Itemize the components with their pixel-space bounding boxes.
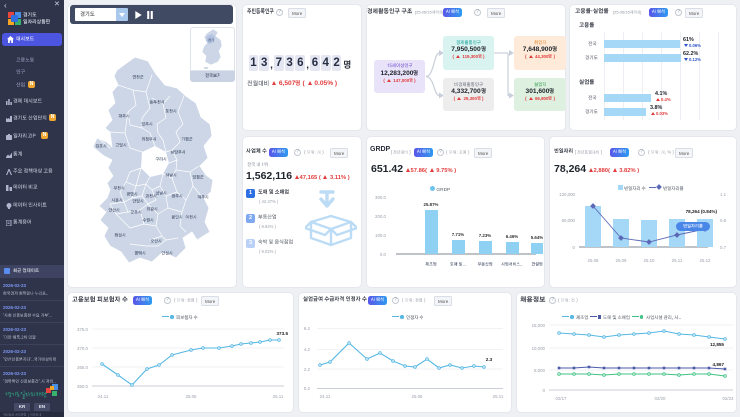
svg-text:0.2: 0.2 (304, 386, 311, 391)
svg-text:5,000: 5,000 (534, 368, 546, 373)
svg-text:100.0: 100.0 (375, 233, 387, 238)
svg-text:25.05: 25.05 (412, 394, 424, 399)
svg-text:360.0: 360.0 (77, 384, 89, 389)
svg-text:373.5: 373.5 (277, 331, 289, 336)
svg-text:375.0: 375.0 (77, 327, 89, 332)
svg-text:120,000: 120,000 (559, 192, 575, 197)
svg-text:10,000: 10,000 (532, 346, 546, 351)
svg-text:24.11: 24.11 (98, 394, 109, 399)
svg-text:200.0: 200.0 (375, 214, 387, 219)
svg-text:12,855: 12,855 (710, 342, 724, 347)
svg-text:60,000: 60,000 (562, 218, 576, 223)
svg-text:300.0: 300.0 (375, 195, 387, 200)
svg-text:2.2: 2.2 (304, 367, 311, 372)
svg-text:4,867: 4,867 (713, 362, 725, 367)
svg-text:78,264 (0.84%): 78,264 (0.84%) (686, 209, 718, 214)
svg-text:0.0: 0.0 (380, 252, 387, 257)
svg-text:25.10: 25.10 (644, 258, 656, 263)
svg-text:25.05: 25.05 (186, 394, 198, 399)
svg-text:25.87%: 25.87% (424, 202, 439, 207)
svg-text:370.0: 370.0 (77, 346, 89, 351)
svg-text:7.23%: 7.23% (479, 233, 492, 238)
svg-text:0: 0 (573, 245, 576, 250)
svg-text:02/20: 02/20 (655, 396, 667, 401)
svg-text:4.2: 4.2 (304, 347, 311, 352)
svg-text:0.7: 0.7 (720, 245, 727, 250)
svg-text:5.64%: 5.64% (531, 235, 543, 240)
svg-text:02/23: 02/23 (723, 396, 735, 401)
svg-text:365.0: 365.0 (77, 365, 89, 370)
svg-text:25.11: 25.11 (273, 394, 284, 399)
svg-text:0: 0 (543, 388, 546, 393)
svg-text:25.12: 25.12 (700, 258, 712, 263)
svg-text:6.46%: 6.46% (506, 234, 519, 239)
svg-text:6.2: 6.2 (304, 326, 311, 331)
svg-text:0.8: 0.8 (720, 218, 727, 223)
svg-text:25.11: 25.11 (493, 394, 504, 399)
svg-text:25.11: 25.11 (672, 258, 683, 263)
svg-text:15,000: 15,000 (532, 323, 546, 328)
svg-text:25.09: 25.09 (616, 258, 628, 263)
svg-text:7.71%: 7.71% (452, 232, 465, 237)
svg-text:24.11: 24.11 (320, 394, 331, 399)
svg-text:2.3: 2.3 (486, 357, 493, 362)
svg-text:1.1: 1.1 (720, 192, 727, 197)
svg-text:02/17: 02/17 (556, 396, 568, 401)
svg-text:25.08: 25.08 (588, 258, 600, 263)
